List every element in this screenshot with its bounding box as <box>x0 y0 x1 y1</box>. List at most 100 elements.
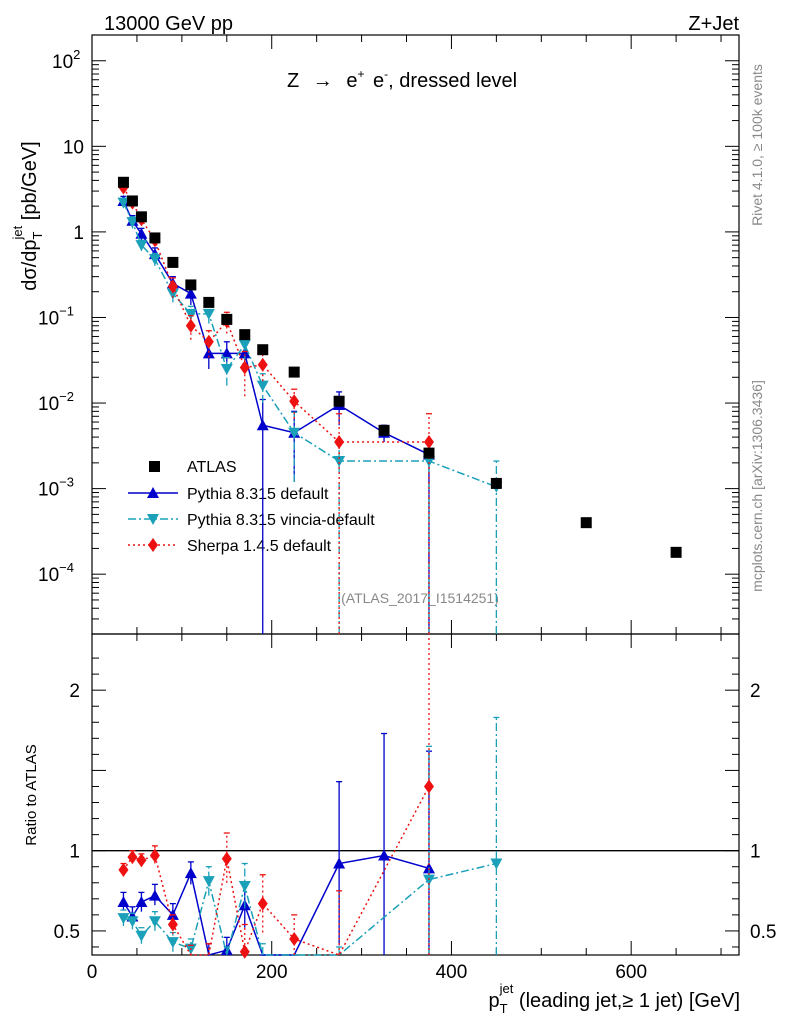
ratio-y-tick-label: 0.5 <box>54 922 80 943</box>
main-pythia-8-315-vincia-default-point <box>135 240 148 252</box>
legend-atlas-marker <box>149 461 160 472</box>
rivet-version-label: Rivet 4.1.0, ≥ 100k events <box>749 64 765 226</box>
main-y-tick-label: 102 <box>52 47 80 73</box>
main-atlas-point <box>257 344 269 356</box>
ratio-pythia-8-315-vincia-default-point <box>148 916 161 928</box>
ratio-y-tick-label-right: 2 <box>750 681 761 702</box>
ratio-pythia-8-315-default-point <box>135 896 148 908</box>
main-pythia-8-315-vincia-default-point <box>117 197 130 209</box>
ratio-pythia-8-315-default-point <box>148 889 161 901</box>
ratio-pythia-8-315-vincia-default-point <box>238 880 251 892</box>
main-y-tick-label: 10−1 <box>38 303 74 329</box>
main-atlas-point <box>149 232 161 244</box>
x-tick-label: 600 <box>615 962 647 983</box>
ratio-pythia-8-315-default-point <box>333 857 346 869</box>
legend-label-pythia: Pythia 8.315 default <box>187 486 329 503</box>
legend-label-sherpa: Sherpa 1.4.5 default <box>187 538 332 555</box>
main-atlas-point <box>423 447 435 459</box>
legend-label-atlas: ATLAS <box>187 459 237 476</box>
ratio-pythia-8-315-default-point <box>378 849 391 861</box>
ratio-y-tick-label: 2 <box>69 681 80 702</box>
main-pythia-8-315-default-line <box>122 200 430 456</box>
main-sherpa-1-4-5-default-point <box>185 318 196 333</box>
ratio-y-tick-label-right: 0.5 <box>750 922 776 943</box>
main-sherpa-1-4-5-default-point <box>257 357 268 372</box>
axes-layer: 10−4 10−3 10−2 10−1 1 10 102 0 200 400 600 0.5 0.5 1 1… <box>38 34 776 983</box>
main-pythia-8-315-vincia-default-point <box>220 363 233 375</box>
legend: ATLAS Pythia 8.315 default Pythia 8.315 … <box>128 459 375 555</box>
main-atlas-point <box>378 424 390 436</box>
main-pythia-8-315-vincia-default-line <box>122 202 497 488</box>
legend-sherpa-marker <box>148 538 158 552</box>
main-atlas-point <box>126 195 138 207</box>
ratio-y-tick-label: 1 <box>69 842 80 863</box>
main-y-tick-label: 10−3 <box>38 475 74 501</box>
main-pythia-8-315-vincia-default-point <box>126 217 139 229</box>
main-y-axis-label: dσ/dpTjet [pb/GeV] <box>10 141 45 290</box>
main-y-tick-label: 10−2 <box>38 389 74 415</box>
ratio-sherpa-1-4-5-default-point <box>423 779 434 794</box>
main-sherpa-1-4-5-default-line <box>122 187 429 443</box>
main-sherpa-1-4-5-default-point <box>423 435 434 450</box>
main-atlas-point <box>167 256 179 268</box>
main-pythia-8-315-default-point <box>220 347 233 359</box>
main-sherpa-1-4-5-default-point <box>334 435 345 450</box>
x-tick-label: 200 <box>256 962 288 983</box>
ratio-pythia-8-315-default-point <box>184 867 197 879</box>
main-atlas-point <box>239 329 251 341</box>
analysis-label: (ATLAS_2017_I1514251) <box>341 590 499 606</box>
main-atlas-point <box>580 517 592 529</box>
main-pythia-8-315-vincia-default-point <box>288 427 301 439</box>
ratio-sherpa-1-4-5-default-point <box>118 862 129 877</box>
main-pythia-8-315-vincia-default-point <box>184 308 197 320</box>
main-sherpa-1-4-5-default-point <box>167 279 178 294</box>
main-atlas-point <box>135 211 147 223</box>
ratio-sherpa-1-4-5-default-point <box>149 848 160 863</box>
data-layer <box>117 176 682 959</box>
legend-pythia-marker <box>147 487 159 498</box>
ratio-pythia-8-315-vincia-default-point <box>117 913 130 925</box>
main-y-tick-label: 1 <box>73 223 84 244</box>
main-atlas-point <box>203 296 215 308</box>
main-atlas-point <box>333 395 345 407</box>
ratio-pythia-8-315-vincia-default-line <box>123 862 497 956</box>
ratio-sherpa-1-4-5-default-line <box>122 786 430 956</box>
ratio-sherpa-1-4-5-default-point <box>136 853 147 868</box>
main-atlas-point <box>185 279 197 291</box>
main-atlas-point <box>288 366 300 378</box>
ratio-sherpa-1-4-5-default-point <box>257 896 268 911</box>
main-pythia-8-315-vincia-default-point <box>422 456 435 468</box>
ratio-pythia-8-315-vincia-default-point <box>166 937 179 949</box>
main-sherpa-1-4-5-default-point <box>203 334 214 349</box>
main-pythia-8-315-default-point <box>256 419 269 431</box>
main-pythia-8-315-vincia-default-point <box>333 456 346 468</box>
header-process-label: Z+Jet <box>688 13 739 35</box>
ratio-sherpa-1-4-5-default-point <box>239 944 250 959</box>
ratio-pythia-8-315-vincia-default-point <box>422 874 435 886</box>
main-pythia-8-315-vincia-default-point <box>148 254 161 266</box>
x-tick-label: 400 <box>436 962 468 983</box>
x-axis-label: pTjet (leading jet,≥ 1 jet) [GeV] <box>489 981 740 1016</box>
ratio-pythia-8-315-default-point <box>117 896 130 908</box>
main-sherpa-1-4-5-default-point <box>239 360 250 375</box>
main-atlas-point <box>117 176 129 188</box>
plot-title: Z → e+ e-, dressed level <box>287 61 517 92</box>
main-atlas-point <box>221 313 233 325</box>
legend-label-vincia: Pythia 8.315 vincia-default <box>187 512 375 529</box>
main-pythia-8-315-vincia-default-point <box>202 308 215 320</box>
main-pythia-8-315-default-point <box>238 347 251 359</box>
ratio-pythia-8-315-vincia-default-point <box>490 858 503 870</box>
ratio-pythia-8-315-vincia-default-point <box>126 916 139 928</box>
main-y-tick-label: 10 <box>63 137 84 158</box>
main-atlas-point <box>670 546 682 558</box>
main-pythia-8-315-default-point <box>202 347 215 359</box>
main-pythia-8-315-default-point <box>184 287 197 299</box>
main-pythia-8-315-vincia-default-point <box>256 380 269 392</box>
main-y-tick-label: 10−4 <box>38 560 74 586</box>
main-atlas-point <box>490 477 502 489</box>
header-energy-label: 13000 GeV pp <box>104 13 233 35</box>
ratio-pythia-8-315-vincia-default-point <box>202 876 215 888</box>
main-sherpa-1-4-5-default-point <box>289 394 300 409</box>
ratio-sherpa-1-4-5-default-point <box>167 917 178 932</box>
